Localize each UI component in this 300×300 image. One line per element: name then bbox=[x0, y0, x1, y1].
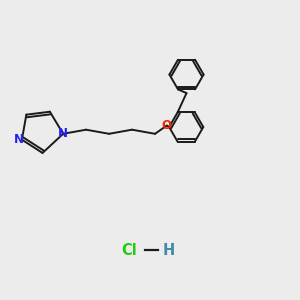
Text: N: N bbox=[14, 133, 23, 146]
Text: H: H bbox=[163, 243, 175, 258]
Text: Cl: Cl bbox=[122, 243, 137, 258]
Text: O: O bbox=[162, 119, 172, 132]
Text: N: N bbox=[58, 127, 68, 140]
